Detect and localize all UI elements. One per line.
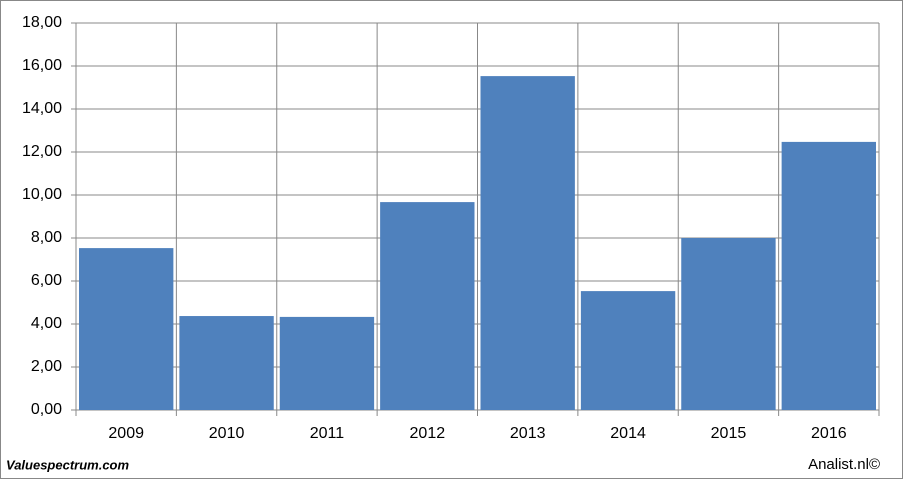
source-left: Valuespectrum.com xyxy=(6,457,130,472)
bar xyxy=(681,238,776,410)
y-tick-label: 8,00 xyxy=(31,229,62,246)
x-tick-label: 2014 xyxy=(610,425,646,442)
bar xyxy=(279,316,375,410)
bar xyxy=(580,291,676,410)
x-tick-label: 2009 xyxy=(108,425,144,442)
x-tick-label: 2011 xyxy=(310,425,345,442)
bar xyxy=(781,141,876,410)
x-tick-label: 2015 xyxy=(711,425,747,442)
y-tick-label: 2,00 xyxy=(31,358,62,375)
x-tick-label: 2013 xyxy=(510,425,546,442)
bar xyxy=(79,248,174,410)
y-tick-label: 6,00 xyxy=(31,272,62,289)
source-right: Analist.nl© xyxy=(808,456,880,473)
y-tick-label: 18,00 xyxy=(22,14,62,31)
bar xyxy=(380,202,475,410)
y-tick-label: 0,00 xyxy=(31,401,62,418)
bar xyxy=(480,76,575,410)
y-tick-label: 10,00 xyxy=(22,186,62,203)
y-tick-label: 12,00 xyxy=(22,143,62,160)
x-tick-label: 2012 xyxy=(410,425,446,442)
bar xyxy=(179,316,274,410)
y-tick-label: 14,00 xyxy=(22,100,62,117)
x-tick-label: 2010 xyxy=(209,425,245,442)
y-tick-label: 16,00 xyxy=(22,57,62,74)
x-tick-label: 2016 xyxy=(811,425,847,442)
y-tick-label: 4,00 xyxy=(31,315,62,332)
